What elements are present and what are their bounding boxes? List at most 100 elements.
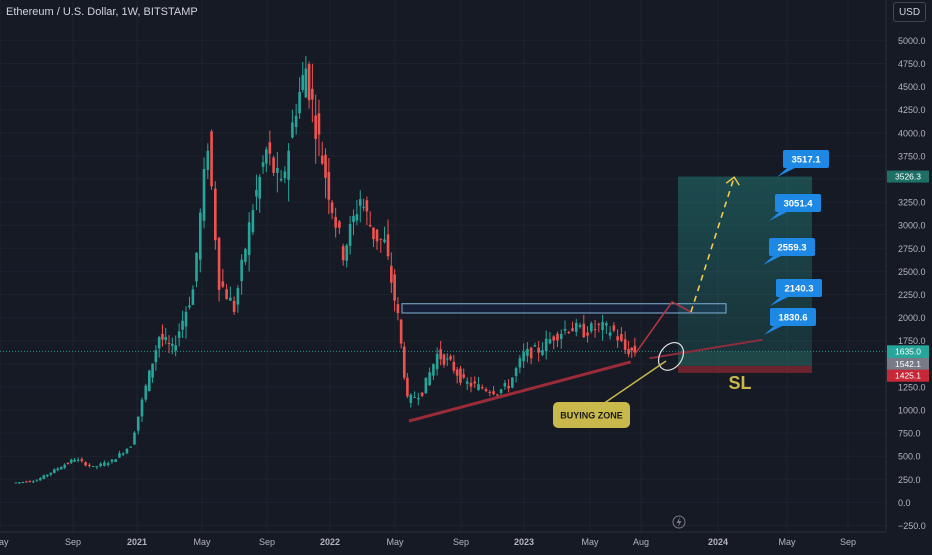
x-tick-label: May xyxy=(0,537,9,547)
candle-body xyxy=(66,463,70,465)
lightning-icon-bolt xyxy=(676,517,682,527)
candle-body xyxy=(147,370,151,392)
candle-body xyxy=(110,459,114,462)
candle-body xyxy=(623,339,627,350)
x-tick-label: 2022 xyxy=(320,537,340,547)
x-tick-label: May xyxy=(778,537,796,547)
candle-body xyxy=(488,391,492,393)
y-tick-label: 4000.0 xyxy=(898,128,926,138)
candle-body xyxy=(287,150,290,180)
target-callout-label: 3517.1 xyxy=(791,155,821,166)
candle-body xyxy=(334,216,337,228)
candle-body xyxy=(424,377,428,394)
candle-body xyxy=(601,321,604,330)
candle-body xyxy=(630,347,634,351)
candle-body xyxy=(214,188,217,241)
candle-body xyxy=(593,329,597,331)
x-tick-label: Sep xyxy=(65,537,81,547)
candle-body xyxy=(279,178,283,181)
candle-body xyxy=(514,368,518,377)
candle-body xyxy=(49,472,53,475)
candle-body xyxy=(567,332,571,334)
badge-entry-bg xyxy=(887,357,929,370)
candle-body xyxy=(375,229,379,242)
candle-body xyxy=(240,259,243,282)
candle-body xyxy=(283,171,287,179)
candle-body xyxy=(563,328,567,331)
candle-body xyxy=(574,322,578,332)
candle-body xyxy=(195,252,198,282)
candle-body xyxy=(518,358,522,368)
candle-body xyxy=(265,149,268,164)
candle-body xyxy=(533,345,537,347)
x-tick-label: 2021 xyxy=(127,537,147,547)
buying-zone-circle xyxy=(657,341,685,371)
candle-body xyxy=(345,245,349,261)
x-tick-label: May xyxy=(193,537,211,547)
candle-body xyxy=(171,343,174,346)
x-tick-label: May xyxy=(386,537,404,547)
axes-layer: 5000.04750.04500.04250.04000.03750.03500… xyxy=(0,0,926,547)
target-callout-box xyxy=(783,150,829,168)
candle-body xyxy=(144,385,148,400)
candle-body xyxy=(232,300,236,312)
candle-body xyxy=(578,325,582,327)
candle-body xyxy=(154,350,158,363)
candle-body xyxy=(301,75,305,90)
candle-body xyxy=(358,199,362,206)
candle-body xyxy=(449,356,452,360)
candle-body xyxy=(35,480,39,482)
stop-loss-zone xyxy=(678,365,812,373)
target-callout-box xyxy=(775,194,821,212)
candle-body xyxy=(32,481,35,483)
target-callout-box xyxy=(769,238,815,256)
candle-body xyxy=(571,328,574,332)
target-callout-tail xyxy=(769,212,787,221)
candle-body xyxy=(620,334,623,341)
y-tick-label: 3250.0 xyxy=(898,198,926,208)
candle-body xyxy=(541,350,544,355)
badge-current-price-text: 1635.0 xyxy=(895,346,921,356)
candle-body xyxy=(206,150,210,170)
candle-body xyxy=(529,347,533,359)
candle-body xyxy=(409,394,413,403)
candle-body xyxy=(42,475,46,479)
candle-body xyxy=(84,462,87,466)
candle-body xyxy=(21,481,25,483)
candle-body xyxy=(496,394,499,396)
candle-body xyxy=(469,382,473,387)
candle-body xyxy=(291,122,294,138)
candle-body xyxy=(612,325,616,331)
candle-body xyxy=(455,369,459,376)
candle-body xyxy=(294,115,298,128)
buying-zone-connector xyxy=(599,360,667,407)
candle-body xyxy=(597,323,601,325)
badge-entry-text: 1542.1 xyxy=(895,359,921,369)
candle-body xyxy=(616,336,619,341)
candle-body xyxy=(221,281,225,287)
y-tick-label: 0.0 xyxy=(898,498,911,508)
target-callout-box xyxy=(776,279,822,297)
x-tick-label: 2023 xyxy=(514,537,534,547)
y-tick-label: 4750.0 xyxy=(898,59,926,69)
candle-body xyxy=(304,68,308,98)
candle-body xyxy=(341,246,345,261)
candle-body xyxy=(432,364,435,376)
entry-zone xyxy=(678,351,812,366)
candle-body xyxy=(129,446,133,448)
upper-trendline xyxy=(649,338,763,360)
badge-target-zone-text: 3526.3 xyxy=(895,172,921,182)
candle-body xyxy=(56,468,60,471)
currency-button[interactable]: USD xyxy=(893,2,926,22)
candle-body xyxy=(372,227,375,240)
candle-body xyxy=(324,154,327,178)
x-tick-label: Aug xyxy=(633,537,649,547)
candle-body xyxy=(314,115,317,139)
candle-body xyxy=(362,206,365,208)
candle-body xyxy=(91,465,95,467)
candle-body xyxy=(133,432,136,445)
candle-body xyxy=(121,453,125,455)
candle-body xyxy=(188,305,191,308)
